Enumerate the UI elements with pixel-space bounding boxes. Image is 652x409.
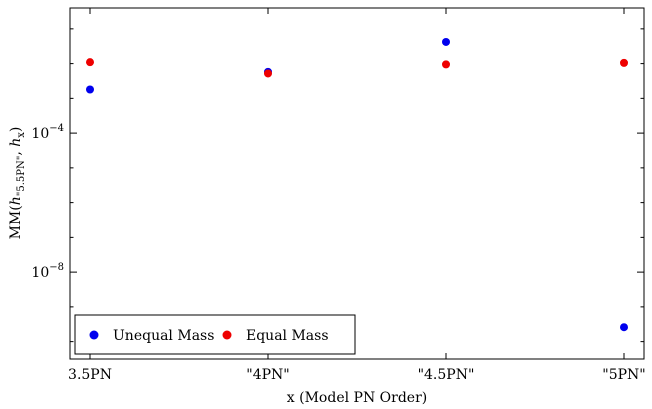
x-axis-label: x (Model PN Order) [287, 390, 427, 406]
point-equal-mass [620, 58, 628, 67]
data-points [86, 37, 628, 332]
legend-marker-equal-mass [222, 330, 232, 340]
point-equal-mass [86, 58, 94, 67]
point-unequal-mass [442, 37, 450, 46]
legend: Unequal Mass Equal Mass [74, 314, 356, 355]
point-equal-mass [264, 69, 272, 78]
plot-frame [69, 7, 645, 360]
point-unequal-mass [620, 323, 628, 332]
ticks: 3.5PN "4PN" "4.5PN" "5PN" 10−4 10−8 [31, 8, 646, 383]
legend-marker-unequal-mass [89, 330, 99, 340]
point-unequal-mass [86, 85, 94, 94]
x-tick-label: 3.5PN [68, 367, 112, 383]
point-equal-mass [442, 60, 450, 69]
x-tick-label: "4.5PN" [418, 367, 475, 383]
y-tick-label: 10−8 [31, 262, 64, 281]
y-tick-label: 10−4 [31, 123, 64, 142]
legend-label-equal-mass: Equal Mass [246, 328, 329, 344]
legend-box [74, 314, 356, 355]
y-axis-label: MM(h"5.5PN", hx) [8, 127, 27, 240]
legend-label-unequal-mass: Unequal Mass [113, 328, 214, 344]
x-tick-label: "5PN" [602, 367, 645, 383]
x-tick-label: "4PN" [246, 367, 289, 383]
